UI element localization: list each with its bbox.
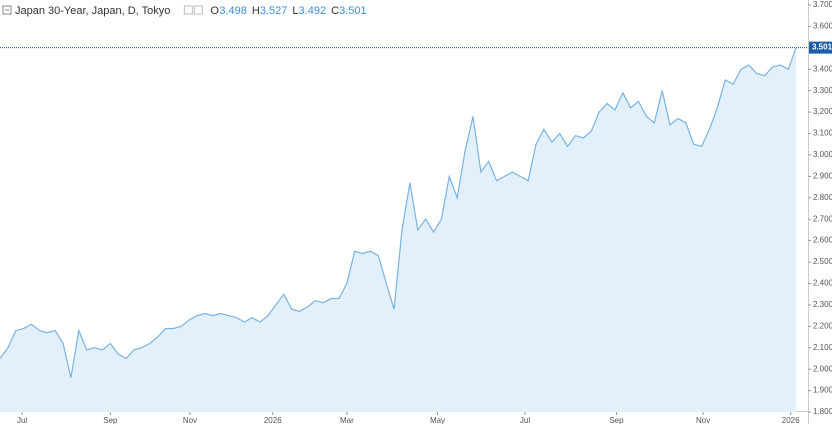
settings-icon (183, 5, 193, 15)
ohlc-value: 3.527 (260, 5, 288, 17)
x-tick-label: Sep (609, 416, 624, 424)
ohlc-key: H (252, 5, 260, 17)
y-tick-label: 2.300 (813, 300, 832, 309)
y-tick-label: 2.000 (813, 364, 832, 373)
y-tick-label: 2.500 (813, 257, 832, 266)
x-tick-label: Nov (696, 416, 710, 424)
settings-icon (193, 5, 203, 15)
price-line (0, 47, 797, 378)
x-tick-label: May (430, 416, 445, 424)
y-tick-label: 2.400 (813, 279, 832, 288)
x-tick-label: Mar (340, 416, 354, 424)
y-tick-label: 3.100 (813, 129, 832, 138)
y-tick-label: 2.900 (813, 171, 832, 180)
x-tick-label: 2026 (264, 416, 282, 424)
last-price-label: 3.501 (812, 43, 832, 52)
y-tick-label: 1.900 (813, 386, 832, 395)
area-fill (0, 47, 797, 412)
x-tick-label: Nov (183, 416, 197, 424)
collapse-icon[interactable] (2, 5, 12, 15)
x-tick-label: Jul (17, 416, 27, 424)
ohlc-key: O (210, 5, 219, 17)
y-tick-label: 3.700 (813, 0, 832, 9)
x-tick-label: Sep (103, 416, 118, 424)
y-tick-label: 1.800 (813, 407, 832, 416)
y-tick-label: 3.600 (813, 22, 832, 31)
chart-title: Japan 30-Year, Japan, D, Tokyo (15, 5, 170, 17)
ohlc-value: 3.498 (219, 5, 247, 17)
y-tick-label: 2.600 (813, 236, 832, 245)
x-tick-label: 2026 (782, 416, 800, 424)
y-tick-label: 2.700 (813, 214, 832, 223)
ohlc-value: 3.501 (339, 5, 367, 17)
y-tick-label: 3.400 (813, 64, 832, 73)
ohlc-value: 3.492 (299, 5, 327, 17)
y-tick-label: 2.200 (813, 321, 832, 330)
ohlc-key: L (292, 5, 298, 17)
y-tick-label: 2.800 (813, 193, 832, 202)
y-tick-label: 3.000 (813, 150, 832, 159)
y-tick-label: 3.200 (813, 107, 832, 116)
ohlc-key: C (331, 5, 339, 17)
y-tick-label: 3.300 (813, 86, 832, 95)
y-tick-label: 2.100 (813, 343, 832, 352)
x-tick-label: Jul (520, 416, 530, 424)
last-price-tag (809, 41, 832, 54)
